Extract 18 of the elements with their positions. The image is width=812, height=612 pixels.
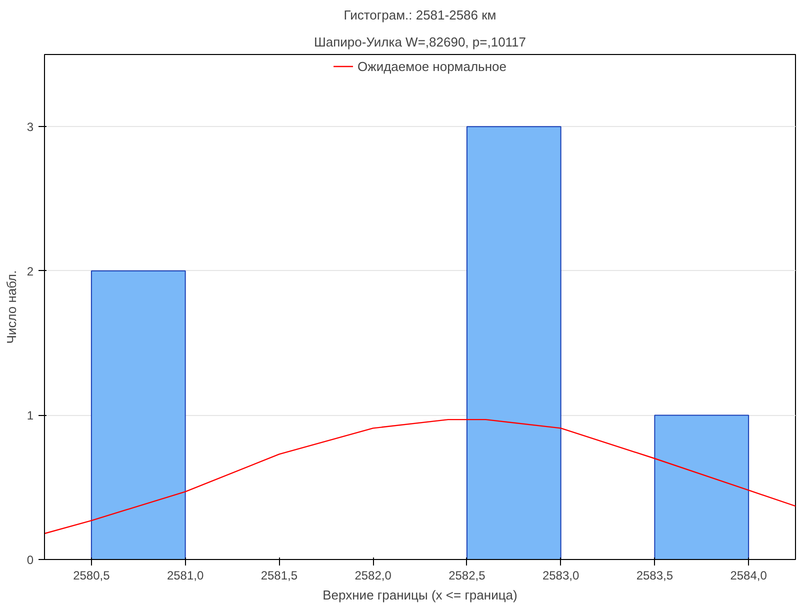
chart-subtitle: Шапиро-Уилка W=,82690, p=,10117 bbox=[314, 34, 526, 50]
y-tick-label: 3 bbox=[26, 120, 34, 134]
y-axis-title: Число набл. bbox=[4, 270, 19, 344]
x-tick-label: 2582,0 bbox=[354, 568, 392, 582]
x-tick-label: 2582,5 bbox=[448, 568, 486, 582]
x-tick-label: 2580,5 bbox=[73, 568, 110, 582]
y-tick-label: 2 bbox=[26, 264, 34, 278]
x-tick-label: 2581,5 bbox=[260, 568, 298, 582]
x-tick-label: 2583,5 bbox=[636, 568, 674, 582]
x-tick-label: 2584,0 bbox=[730, 568, 768, 582]
x-axis-title: Верхние границы (x <= граница) bbox=[322, 588, 518, 602]
legend-label: Ожидаемое нормальное bbox=[358, 58, 506, 74]
x-tick-label: 2583,0 bbox=[542, 568, 580, 582]
line-series bbox=[44, 418, 796, 534]
chart-title: Гистограм.: 2581-2586 км bbox=[344, 8, 496, 22]
x-tick-label: 2581,0 bbox=[166, 568, 204, 582]
y-tick-label: 1 bbox=[26, 408, 34, 423]
y-tick-label: 0 bbox=[26, 553, 34, 567]
